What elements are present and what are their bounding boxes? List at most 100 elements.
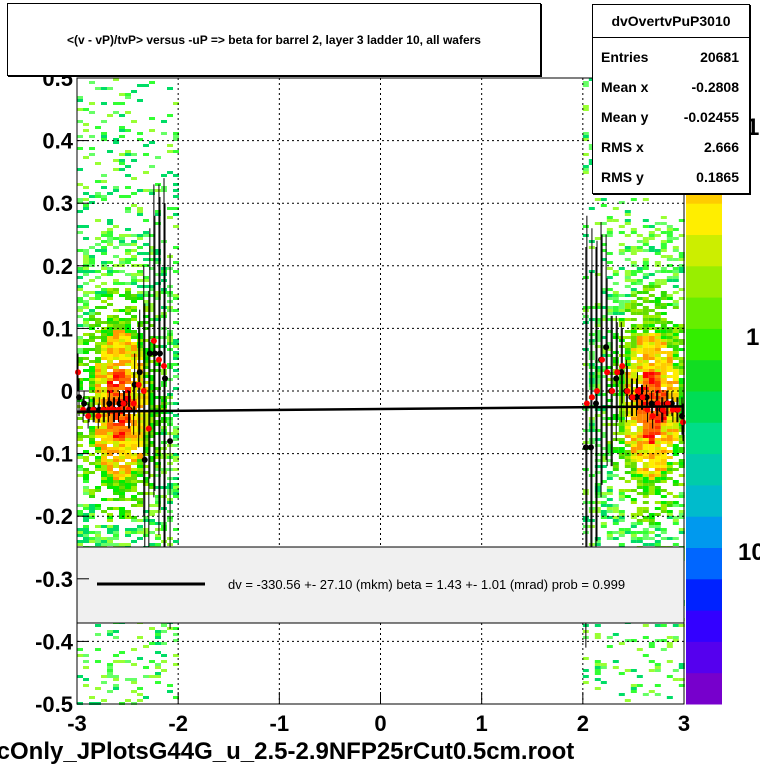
heatmap-cell	[155, 474, 161, 477]
heatmap-cell	[119, 405, 125, 408]
heatmap-cell	[666, 390, 673, 393]
heatmap-cell	[173, 486, 179, 489]
heatmap-cell	[660, 426, 667, 429]
heatmap-cell	[149, 510, 155, 513]
heatmap-cell	[594, 273, 601, 276]
heatmap-cell	[606, 261, 613, 264]
heatmap-cell	[660, 450, 667, 453]
heatmap-cell	[624, 423, 631, 426]
heatmap-cell	[119, 408, 125, 411]
heatmap-cell	[119, 318, 125, 321]
heatmap-cell	[101, 195, 107, 198]
heatmap-cell	[155, 663, 161, 666]
heatmap-cell	[654, 381, 661, 384]
heatmap-cell	[600, 522, 607, 525]
heatmap-cell	[119, 339, 125, 342]
heatmap-cell	[173, 102, 179, 105]
heatmap-cell	[624, 462, 631, 465]
heatmap-cell	[95, 237, 101, 240]
heatmap-cell	[173, 369, 179, 372]
heatmap-cell	[648, 381, 655, 384]
heatmap-cell	[630, 456, 637, 459]
heatmap-cell	[125, 474, 131, 477]
heatmap-cell	[113, 345, 119, 348]
heatmap-cell	[678, 504, 685, 507]
heatmap-cell	[606, 510, 613, 513]
heatmap-cell	[666, 375, 673, 378]
heatmap-cell	[678, 369, 685, 372]
heatmap-cell	[101, 102, 107, 105]
heatmap-cell	[113, 432, 119, 435]
heatmap-cell	[612, 450, 619, 453]
heatmap-cell	[642, 321, 649, 324]
heatmap-cell	[149, 375, 155, 378]
heatmap-cell	[137, 687, 143, 690]
heatmap-cell	[642, 372, 649, 375]
heatmap-cell	[77, 108, 83, 111]
heatmap-cell	[606, 294, 613, 297]
heatmap-cell	[666, 660, 673, 663]
heatmap-cell	[77, 201, 83, 204]
heatmap-cell	[666, 321, 673, 324]
heatmap-cell	[131, 648, 137, 651]
heatmap-cell	[101, 186, 107, 189]
heatmap-cell	[648, 384, 655, 387]
heatmap-cell	[642, 426, 649, 429]
heatmap-cell	[107, 321, 113, 324]
heatmap-cell	[137, 537, 143, 540]
palette-cell	[686, 328, 722, 361]
heatmap-cell	[642, 468, 649, 471]
heatmap-cell	[594, 465, 601, 468]
heatmap-cell	[666, 438, 673, 441]
heatmap-cell	[83, 459, 89, 462]
heatmap-cell	[660, 336, 667, 339]
heatmap-cell	[107, 474, 113, 477]
heatmap-cell	[143, 444, 149, 447]
heatmap-cell	[594, 633, 601, 636]
red-data-point	[609, 388, 616, 394]
heatmap-cell	[672, 258, 679, 261]
heatmap-cell	[666, 294, 673, 297]
heatmap-cell	[149, 393, 155, 396]
heatmap-cell	[636, 402, 643, 405]
heatmap-cell	[630, 411, 637, 414]
heatmap-cell	[95, 633, 101, 636]
heatmap-cell	[678, 483, 685, 486]
heatmap-cell	[131, 480, 137, 483]
heatmap-cell	[101, 120, 107, 123]
heatmap-cell	[636, 297, 643, 300]
heatmap-cell	[95, 372, 101, 375]
heatmap-cell	[125, 297, 131, 300]
heatmap-cell	[125, 348, 131, 351]
heatmap-cell	[660, 468, 667, 471]
heatmap-cell	[630, 477, 637, 480]
heatmap-cell	[83, 450, 89, 453]
heatmap-cell	[654, 459, 661, 462]
palette-cell	[686, 610, 722, 642]
heatmap-cell	[77, 543, 83, 546]
red-data-point	[145, 425, 152, 432]
heatmap-cell	[606, 534, 613, 537]
heatmap-cell	[606, 231, 613, 234]
heatmap-cell	[101, 249, 107, 252]
heatmap-cell	[594, 237, 601, 240]
heatmap-cell	[119, 348, 125, 351]
heatmap-cell	[107, 393, 113, 396]
heatmap-cell	[95, 537, 101, 540]
heatmap-cell	[630, 393, 637, 396]
heatmap-cell	[173, 453, 179, 456]
heatmap-cell	[113, 393, 119, 396]
heatmap-cell	[161, 642, 167, 645]
heatmap-cell	[654, 336, 661, 339]
heatmap-cell	[660, 342, 667, 345]
heatmap-cell	[660, 366, 667, 369]
heatmap-cell	[101, 468, 107, 471]
heatmap-cell	[143, 426, 149, 429]
heatmap-cell	[606, 453, 613, 456]
heatmap-cell	[666, 513, 673, 516]
heatmap-cell	[155, 495, 161, 498]
heatmap-cell	[113, 465, 119, 468]
heatmap-cell	[600, 243, 607, 246]
heatmap-cell	[672, 375, 679, 378]
heatmap-cell	[618, 447, 625, 450]
